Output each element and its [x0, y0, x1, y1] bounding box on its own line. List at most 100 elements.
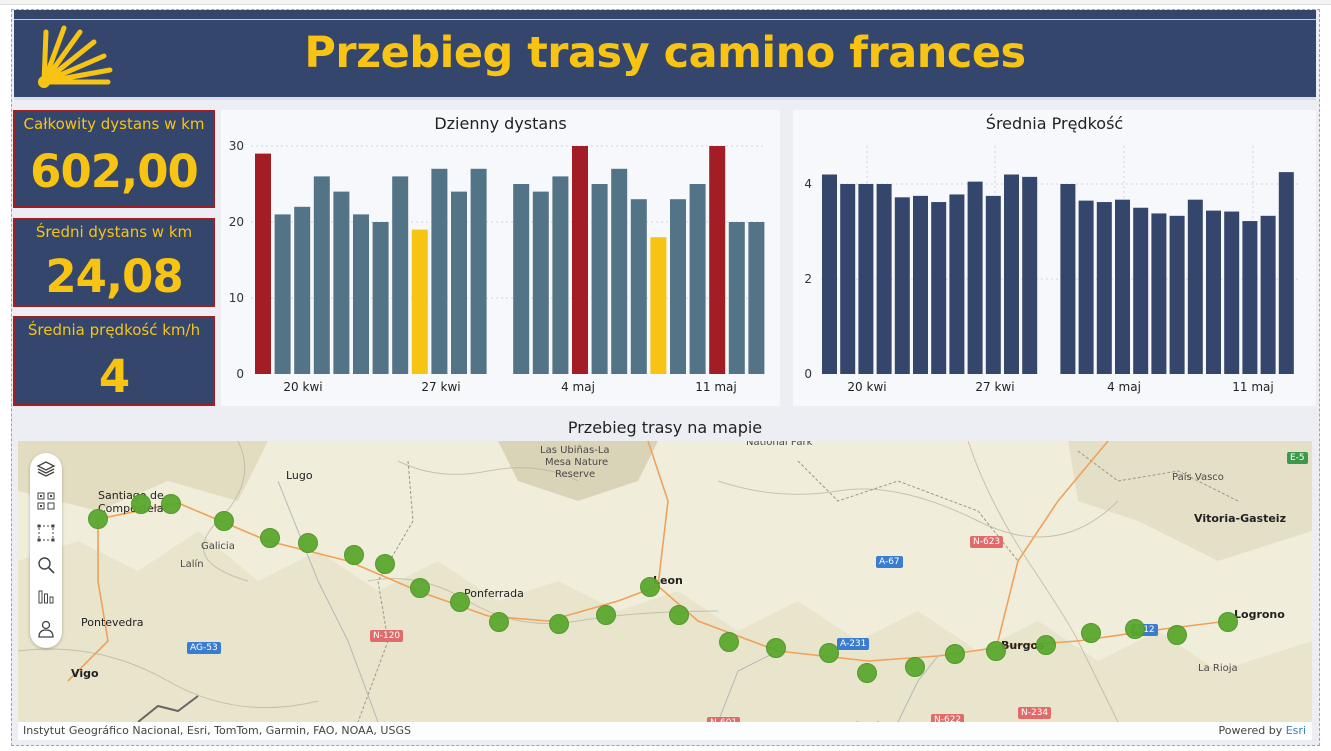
chart-bar[interactable]: [1260, 215, 1276, 374]
y-tick-label: 0: [236, 367, 244, 381]
chart-bar[interactable]: [1078, 200, 1094, 374]
chart-bar[interactable]: [822, 174, 837, 375]
chart-bar[interactable]: [552, 176, 569, 374]
route-map[interactable]: Santiago de Compostela Lugo Galicia Lalí…: [18, 441, 1312, 722]
route-stop-marker[interactable]: [298, 533, 318, 553]
chart-bar[interactable]: [255, 153, 271, 374]
route-stop-marker[interactable]: [669, 605, 689, 625]
chart-bar[interactable]: [709, 146, 726, 374]
route-stop-marker[interactable]: [131, 494, 151, 514]
chart-bar[interactable]: [1187, 199, 1203, 374]
chart-bar[interactable]: [1224, 211, 1240, 374]
chart-bar[interactable]: [1060, 184, 1076, 374]
chart-bar[interactable]: [913, 195, 928, 374]
chart-bar[interactable]: [728, 222, 745, 374]
kpi-avg-speed[interactable]: Średnia prędkość km/h 4: [13, 316, 215, 406]
route-stop-marker[interactable]: [719, 632, 739, 652]
route-stop-marker[interactable]: [1218, 612, 1238, 632]
chart-bar[interactable]: [985, 195, 1001, 374]
chart-bar[interactable]: [392, 176, 409, 374]
route-stop-marker[interactable]: [905, 657, 925, 677]
route-stop-marker[interactable]: [214, 511, 234, 531]
chart-bar[interactable]: [411, 229, 428, 374]
place-lalin: Lalín: [180, 559, 204, 570]
road-n234: N-234: [1018, 707, 1052, 719]
route-stop-marker[interactable]: [88, 509, 108, 529]
chart-bar[interactable]: [513, 184, 530, 374]
route-stop-marker[interactable]: [766, 638, 786, 658]
route-stop-marker[interactable]: [596, 605, 616, 625]
chart-bar[interactable]: [274, 214, 291, 374]
chart-bar[interactable]: [470, 168, 487, 374]
chart-bar[interactable]: [1022, 176, 1038, 374]
chart-bar[interactable]: [532, 191, 549, 374]
chart-bar[interactable]: [931, 202, 947, 374]
chart-bar[interactable]: [572, 146, 588, 374]
place-leon: Leon: [653, 574, 683, 587]
chart-avg-speed[interactable]: Średnia Prędkość 0 2 4 20 kwi 27 kwi 4 maj 11 …: [793, 110, 1316, 406]
chart-bar[interactable]: [630, 199, 647, 374]
chart-bar[interactable]: [1096, 202, 1112, 374]
bar-chart-icon[interactable]: [36, 587, 56, 607]
chart-bar[interactable]: [294, 206, 311, 374]
route-stop-marker[interactable]: [945, 644, 965, 664]
kpi-avg-distance[interactable]: Średni dystans w km 24,08: [13, 218, 215, 307]
chart-bar[interactable]: [1115, 199, 1130, 374]
route-stop-marker[interactable]: [410, 578, 430, 598]
chart-bar[interactable]: [611, 168, 628, 374]
powered-by[interactable]: Powered by Esri: [1218, 724, 1306, 737]
chart-bar[interactable]: [876, 184, 892, 374]
kpi-total-distance[interactable]: Całkowity dystans w km 602,00: [13, 110, 215, 208]
map-title: Przebieg trasy na mapie: [567, 418, 763, 437]
chart-bar[interactable]: [670, 199, 686, 374]
chart-bar[interactable]: [858, 184, 874, 374]
route-stop-marker[interactable]: [857, 663, 877, 683]
route-stop-marker[interactable]: [260, 528, 280, 548]
route-stop-marker[interactable]: [1167, 625, 1187, 645]
rect-select-icon[interactable]: [36, 523, 56, 543]
qr-select-icon[interactable]: [36, 491, 56, 511]
chart-bar[interactable]: [840, 184, 856, 374]
route-stop-marker[interactable]: [986, 641, 1006, 661]
chart-bar[interactable]: [748, 222, 765, 374]
route-stop-marker[interactable]: [489, 612, 509, 632]
chart-bar[interactable]: [1278, 172, 1294, 374]
place-lugo: Lugo: [286, 469, 313, 482]
chart-bar[interactable]: [372, 222, 389, 374]
route-stop-marker[interactable]: [1081, 623, 1101, 643]
route-stop-marker[interactable]: [344, 545, 364, 565]
person-icon[interactable]: [36, 619, 56, 639]
chart-bar[interactable]: [949, 194, 965, 374]
chart-bar[interactable]: [451, 191, 467, 374]
chart-bar[interactable]: [1151, 213, 1167, 374]
route-stop-marker[interactable]: [1036, 635, 1056, 655]
x-tick-label: 11 maj: [695, 380, 736, 394]
route-stop-marker[interactable]: [549, 614, 569, 634]
chart-daily-distance[interactable]: Dzienny dystans 0 10 20 30 20 kwi 27 kwi 4 maj…: [221, 110, 780, 406]
chart-bar[interactable]: [431, 168, 448, 374]
route-stop-marker[interactable]: [819, 643, 839, 663]
chart-bar[interactable]: [689, 184, 706, 374]
chart-bar[interactable]: [1242, 221, 1258, 374]
powered-by-brand[interactable]: Esri: [1285, 724, 1306, 737]
route-stop-marker[interactable]: [450, 592, 470, 612]
chart-bar[interactable]: [313, 176, 330, 374]
chart-bar[interactable]: [1004, 174, 1019, 375]
route-stop-marker[interactable]: [1125, 619, 1145, 639]
route-stop-marker[interactable]: [161, 494, 181, 514]
chart-bar[interactable]: [967, 181, 983, 374]
chart-bar[interactable]: [650, 237, 667, 374]
route-stop-marker[interactable]: [640, 577, 660, 597]
search-icon[interactable]: [36, 555, 56, 575]
chart-bar[interactable]: [353, 214, 369, 374]
route-stop-marker[interactable]: [375, 554, 395, 574]
chart-bar[interactable]: [1133, 207, 1149, 374]
chart-bar[interactable]: [333, 191, 350, 374]
chart-bar[interactable]: [1206, 210, 1221, 374]
chart-avg-speed-svg: 0 2 4 20 kwi 27 kwi 4 maj 11 maj: [804, 146, 1300, 394]
chart-bar[interactable]: [591, 184, 608, 374]
layers-icon[interactable]: [36, 459, 56, 479]
y-tick-label: 20: [229, 215, 244, 229]
chart-bar[interactable]: [1169, 215, 1185, 374]
chart-bar[interactable]: [894, 197, 910, 374]
